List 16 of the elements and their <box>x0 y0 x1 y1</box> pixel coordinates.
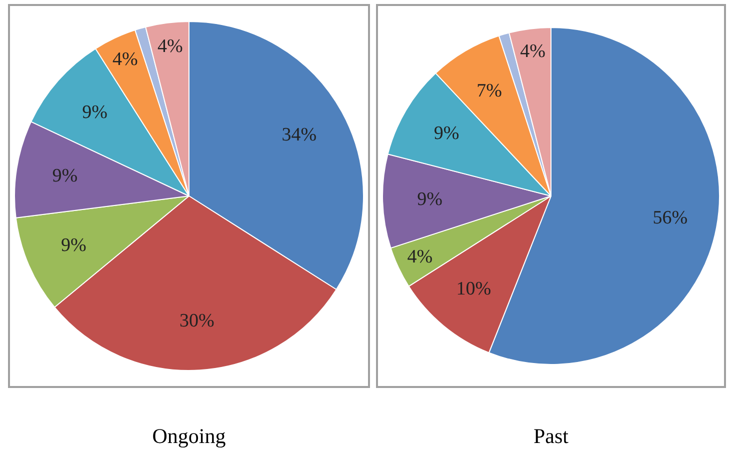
data-label: 9% <box>434 123 460 144</box>
data-label: 56% <box>652 208 688 229</box>
data-label: 9% <box>52 165 78 186</box>
data-label: 4% <box>407 246 433 268</box>
data-label: 9% <box>417 188 443 210</box>
data-label: 9% <box>61 234 87 256</box>
data-label: 4% <box>158 36 184 58</box>
data-label: 7% <box>476 80 502 102</box>
data-label: 34% <box>282 124 317 146</box>
text: Ongoing <box>151 424 227 449</box>
data-label: 10% <box>456 278 492 300</box>
data-label: 4% <box>112 49 138 70</box>
data-label: 9% <box>82 102 108 123</box>
data-label: 4% <box>520 41 546 62</box>
data-label: 30% <box>179 310 214 332</box>
text: Past <box>532 424 570 449</box>
